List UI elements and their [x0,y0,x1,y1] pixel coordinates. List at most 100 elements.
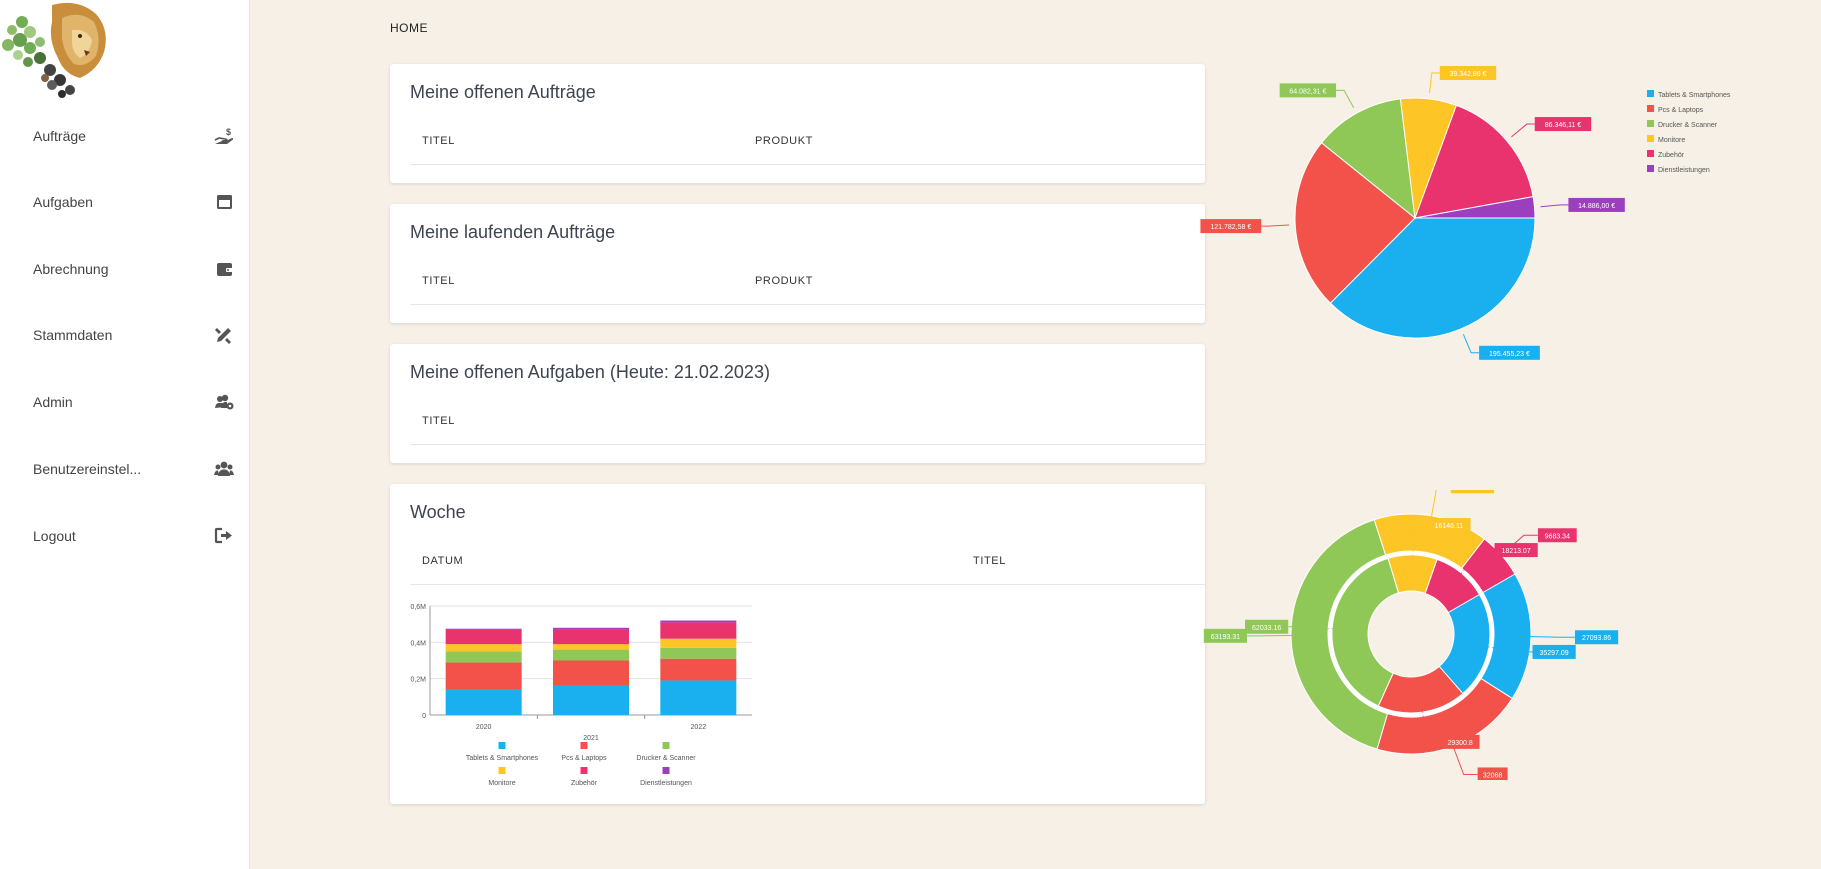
users-gear-icon [215,394,234,410]
legend-label: Zubehör [571,780,598,787]
data-label-leader [1421,708,1441,743]
legend-swatch [1647,105,1654,112]
hand-dollar-icon: $ [214,127,234,144]
data-label-leader [1540,204,1569,208]
sidebar-item-logout[interactable]: Logout [33,524,238,548]
legend-label: Tablets & Smartphones [466,755,539,762]
svg-text:$: $ [226,127,231,137]
legend-label: Monitore [488,780,515,787]
data-label-box [1200,219,1262,234]
sidebar-item-label: Benutzereinstel... [33,461,142,477]
sidebar-item-label: Stammdaten [33,327,113,343]
data-label-box [1534,117,1592,132]
card-title: Meine offenen Aufträge [410,82,596,102]
pie-chart: 195.455,23 € 121.782,58 € 64.082,31 € 39.34… [1200,65,1731,360]
y-tick-label: 0 [422,713,426,720]
bar-segment [553,660,629,686]
card-week: Woche DATUM TITEL 0 0,2M 0,4M 0,6M 2020 2021 2… [390,484,1205,804]
pie-slice [1414,104,1534,219]
users-icon [214,461,234,476]
card-title: Meine offenen Aufgaben (Heute: 21.02.202… [410,362,770,382]
card-open-orders: Meine offenen Aufträge TITEL PRODUKT [390,64,1205,183]
sidebar-item-aufgaben[interactable]: Aufgaben [33,190,238,214]
legend-label: Dienstleistungen [640,780,692,787]
y-tick-label: 0,6M [410,604,426,611]
data-label-box [1427,518,1471,533]
data-label: 27093.86 [1582,635,1611,642]
data-label-box [1279,83,1337,98]
data-label: 62033.16 [1252,625,1281,632]
column-header-titel[interactable]: TITEL [422,135,455,147]
data-label-box [1439,65,1497,80]
data-label: 64.082,31 € [1289,88,1326,95]
donut-chart: 27093.86 32068 63193.31 24066.82 9683.34 3529… [1203,490,1619,780]
bar-segment [660,680,737,715]
lion-logo [2,2,106,98]
data-label-box [1203,628,1248,643]
data-label-leader [1451,742,1478,775]
legend-swatch [498,767,506,774]
y-tick-label: 0,4M [410,640,426,647]
bar-segment [660,658,737,681]
sign-out-icon [214,527,232,544]
sidebar-item-label: Admin [33,394,73,410]
donut-segment [1331,557,1400,707]
bar-segment [660,638,737,648]
data-label: 39.342,86 € [1449,71,1486,78]
data-label-box [1494,543,1538,558]
bar-segment [445,662,522,690]
column-header-titel[interactable]: TITEL [422,415,455,427]
sidebar: Aufträge $ Aufgaben Abrechnung Stammdate… [0,0,250,869]
data-label-leader [1511,123,1535,138]
x-tick-label: 2021 [583,735,599,742]
data-label-leader [1458,549,1495,577]
sidebar-item-auftraege[interactable]: Aufträge $ [33,124,238,148]
data-label-box [1574,630,1619,645]
legend-label: Drucker & Scanner [636,755,696,762]
divider [410,164,1205,165]
bar-segment [660,647,737,659]
card-title: Meine laufenden Aufträge [410,222,616,242]
data-label-leader [1261,224,1290,227]
data-label-box [1537,528,1577,543]
data-label-leader [1428,72,1440,93]
data-label-box [1450,490,1495,494]
sidebar-item-stammdaten[interactable]: Stammdaten [33,323,238,347]
column-header-produkt[interactable]: PRODUKT [755,135,813,147]
column-header-datum[interactable]: DATUM [422,555,464,567]
legend-label: Pcs & Laptops [561,755,607,762]
legend-label: Pcs & Laptops [1658,107,1704,114]
bar-segment [553,649,629,661]
sidebar-item-admin[interactable]: Admin [33,390,238,414]
data-label-leader [1430,490,1437,520]
sidebar-item-abrechnung[interactable]: Abrechnung [33,257,238,281]
data-label: 86.346,11 € [1545,122,1582,129]
data-label: 121.782,58 € [1210,224,1251,231]
breadcrumb[interactable]: HOME [390,21,428,35]
divider [410,304,1205,305]
column-header-titel[interactable]: TITEL [422,275,455,287]
data-label: 29300.8 [1447,740,1472,747]
sidebar-item-benutzereinstellungen[interactable]: Benutzereinstel... [33,457,238,481]
data-label-box [1477,767,1508,780]
legend-swatch [580,767,588,774]
data-label-box [1532,644,1576,659]
column-header-produkt[interactable]: PRODUKT [755,275,813,287]
bar-segment [553,685,629,715]
card-open-tasks: Meine offenen Aufgaben (Heute: 21.02.202… [390,344,1205,463]
legend-swatch [662,742,670,749]
column-header-titel[interactable]: TITEL [973,555,1006,567]
donut-segment [1424,558,1481,614]
card-running-orders: Meine laufenden Aufträge TITEL PRODUKT [390,204,1205,323]
bar-segment [445,644,522,652]
data-label-leader [1412,524,1428,560]
wallet-icon [217,263,233,276]
bar-segment [660,622,737,639]
sidebar-item-label: Logout [33,528,76,544]
legend-swatch [1647,150,1654,157]
data-label-leader [1462,334,1480,354]
divider [410,584,1205,585]
card-title: Woche [410,502,466,522]
bar-segment [553,627,629,630]
data-label-leader [1526,636,1575,638]
